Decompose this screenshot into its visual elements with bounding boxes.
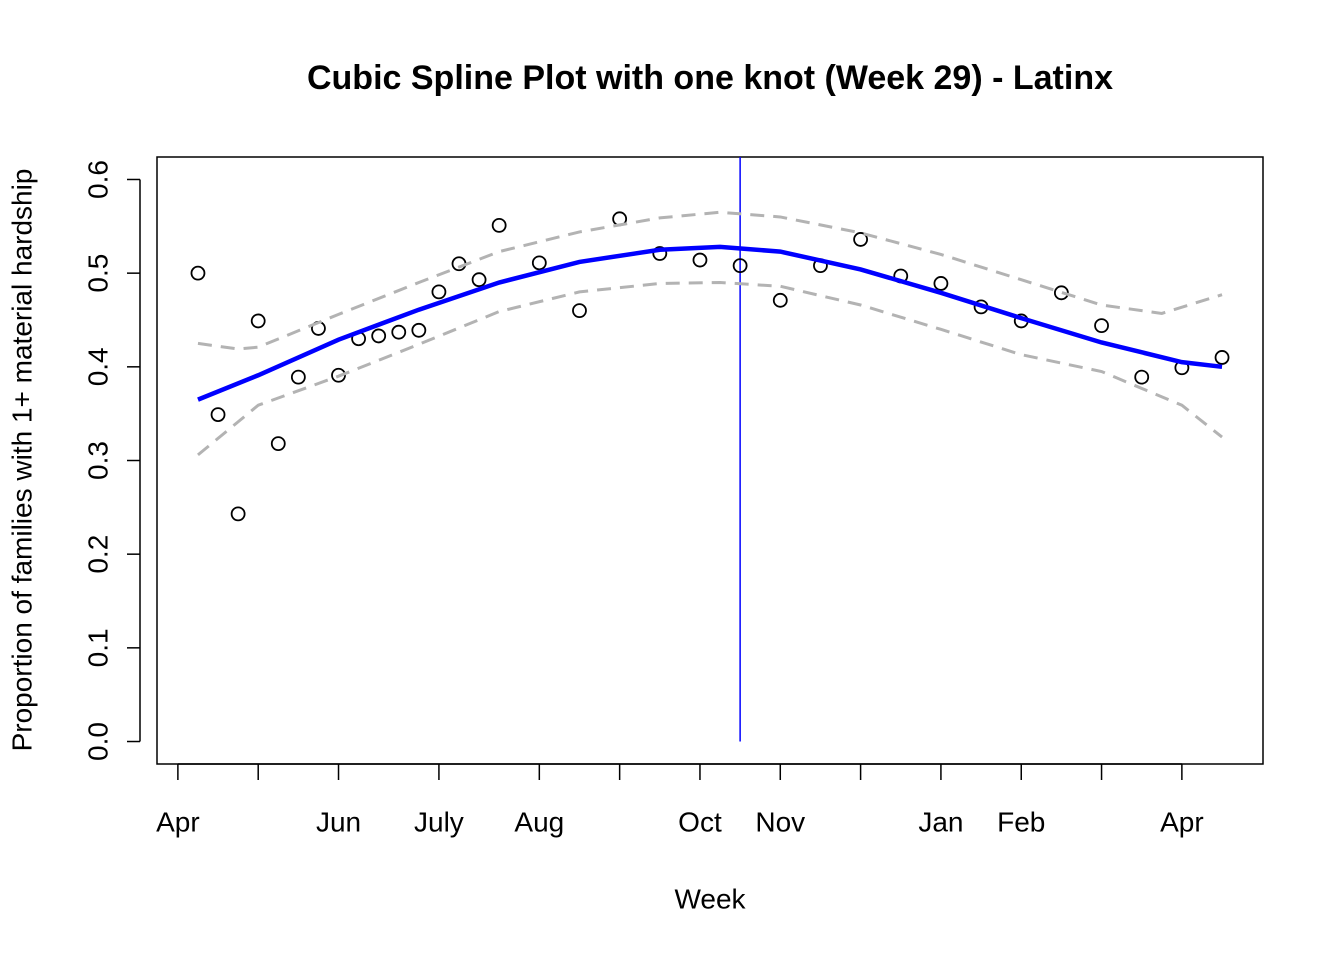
data-point: [1134, 369, 1150, 385]
data-point: [531, 255, 547, 271]
confidence-band: [197, 210, 1223, 351]
data-point: [933, 276, 949, 291]
data-point: [230, 506, 246, 522]
confidence-band: [197, 281, 1223, 457]
data-point: [1094, 318, 1109, 334]
data-point: [471, 272, 487, 288]
data-point: [250, 313, 266, 329]
data-point: [270, 436, 286, 452]
x-tick-label: Aug: [514, 806, 564, 837]
y-tick-label: 0.6: [82, 160, 113, 199]
data-point: [290, 369, 306, 385]
x-tick-label: July: [414, 806, 464, 837]
y-axis-label: Proportion of families with 1+ material …: [6, 169, 37, 752]
y-tick-label: 0.5: [82, 254, 113, 293]
y-tick-label: 0.1: [82, 628, 113, 667]
x-tick-label: Nov: [755, 806, 805, 837]
y-tick-label: 0.3: [82, 441, 113, 480]
x-tick-label: Apr: [156, 806, 200, 837]
spline-fit: [197, 244, 1223, 402]
y-tick-label: 0.0: [82, 722, 113, 761]
data-point: [210, 407, 226, 423]
data-point: [491, 217, 507, 233]
x-tick-label: Apr: [1160, 806, 1204, 837]
data-point: [391, 324, 407, 340]
data-point: [411, 322, 427, 338]
data-point: [732, 258, 748, 274]
data-point: [652, 246, 668, 261]
data-point: [371, 328, 387, 344]
data-point: [431, 284, 447, 300]
chart-title: Cubic Spline Plot with one knot (Week 29…: [307, 59, 1113, 97]
data-point: [692, 252, 708, 268]
x-tick-label: Feb: [997, 806, 1045, 837]
x-tick-label: Jun: [316, 806, 361, 837]
data-point: [572, 303, 587, 319]
x-tick-label: Jan: [918, 806, 963, 837]
data-point: [190, 265, 206, 281]
y-tick-label: 0.4: [82, 347, 113, 386]
x-tick-label: Oct: [678, 806, 722, 837]
data-point: [1214, 350, 1230, 365]
data-point: [772, 292, 788, 308]
data-point: [1053, 285, 1069, 301]
y-tick-label: 0.2: [82, 535, 113, 574]
data-point: [853, 232, 868, 247]
data-point: [331, 367, 346, 383]
x-axis-label: Week: [674, 883, 746, 914]
